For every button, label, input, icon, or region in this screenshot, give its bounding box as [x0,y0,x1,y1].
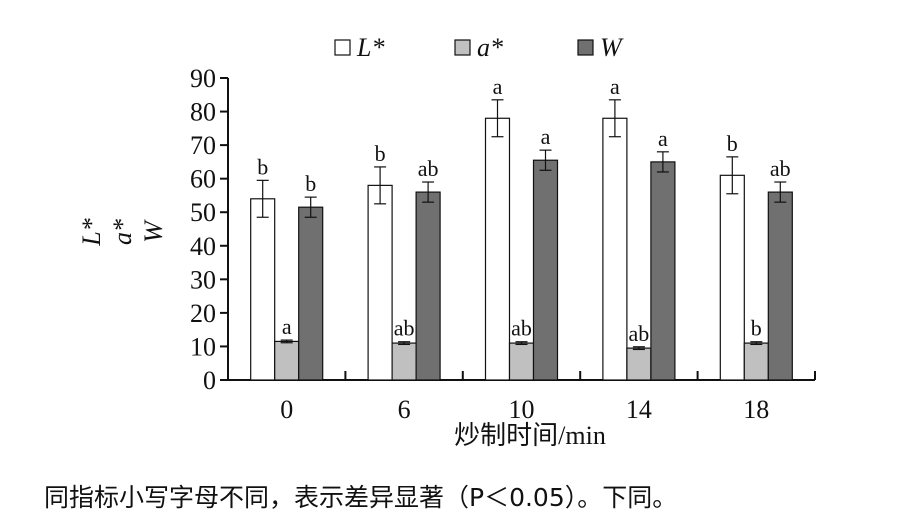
y-tick-label: 80 [190,98,216,127]
bar-lstar-6 [367,184,393,381]
error-bars [256,99,787,351]
x-tick-label: 10 [509,395,535,424]
bar-astar-18 [743,342,769,381]
legend-swatch [577,39,594,56]
significance-label: a [541,124,551,149]
x-tick-label: 18 [743,395,769,424]
x-tick-label: 14 [626,395,652,424]
significance-label: b [727,131,738,156]
significance-label: a [282,314,292,339]
y-tick-label: 70 [190,131,216,160]
significance-label: ab [394,316,415,341]
legend: L* a* W [334,33,624,62]
bar-lstar-18 [719,174,745,381]
x-tick-label: 0 [280,395,293,424]
legend-label: W [600,33,624,62]
legend-label: L* [356,33,384,62]
y-tick-label: 0 [203,366,216,395]
bar-w-6 [415,191,441,381]
y-tick-label: 90 [190,64,216,93]
significance-label: b [375,141,386,166]
significance-label: a [658,126,668,151]
bar-astar-10 [508,342,535,381]
significance-label: ab [418,156,439,181]
significance-label: b [257,154,268,179]
significance-label: ab [511,316,532,341]
bar-astar-14 [626,347,652,381]
bar-w-10 [532,159,559,381]
y-tick-label: 40 [190,232,216,261]
x-axis-label: 炒制时间/min [454,421,606,450]
figure-caption: 同指标小写字母不同，表示差异显著（P＜0.05）。下同。 [44,483,678,512]
legend-swatch [454,39,471,56]
bar-astar-6 [391,342,417,381]
legend-label: a* [477,33,503,62]
bar-lstar-14 [602,117,628,381]
bar-lstar-10 [484,117,511,381]
x-tick-labels: 0 6 10 14 18 [280,395,769,424]
axes: 0 10 20 30 40 50 60 70 80 90 [190,64,816,395]
significance-label: b [305,171,316,196]
x-tick-label: 6 [398,395,411,424]
y-tick-label: 20 [190,299,216,328]
y-axis-label-line: a* [108,219,137,245]
bar-w-0 [298,206,324,381]
significance-label: ab [770,156,791,181]
significance-label: a [610,74,620,99]
y-tick-label: 60 [190,165,216,194]
y-tick-label: 50 [190,198,216,227]
y-tick-label: 10 [190,332,216,361]
legend-swatch [334,39,351,56]
bar-astar-0 [274,340,300,381]
significance-label: b [751,316,762,341]
y-axis-label: L* a* W [77,218,168,246]
y-axis-label-line: W [139,219,168,243]
y-tick-label: 30 [190,265,216,294]
bar-lstar-0 [250,198,276,381]
bars [250,117,793,381]
significance-label: a [493,74,503,99]
y-axis-label-line: L* [77,218,106,246]
significance-label: ab [629,321,650,346]
bar-w-14 [650,161,676,381]
bar-w-18 [767,191,793,381]
